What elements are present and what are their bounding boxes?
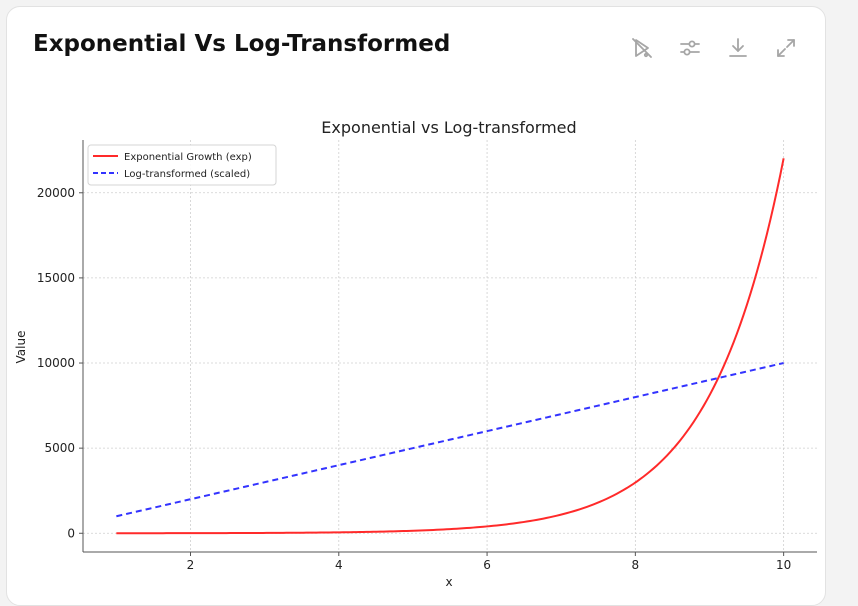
customize-button[interactable] <box>675 33 705 63</box>
chart-title: Exponential vs Log-transformed <box>321 118 576 137</box>
x-tick-label: 4 <box>335 558 343 572</box>
y-tick-label: 0 <box>67 526 75 540</box>
expand-icon <box>777 39 795 57</box>
series-line-exponential <box>116 158 785 535</box>
x-tick-label: 6 <box>483 558 491 572</box>
y-axis-label: Value <box>14 331 28 364</box>
sliders-icon <box>680 40 700 56</box>
chart-toolbar <box>627 33 801 63</box>
expand-button[interactable] <box>771 33 801 63</box>
x-tick-label: 10 <box>776 558 791 572</box>
legend-label: Log-transformed (scaled) <box>124 169 250 180</box>
y-tick-label: 15000 <box>37 271 75 285</box>
legend-label: Exponential Growth (exp) <box>124 152 252 163</box>
axes: 2 4 6 8 10 0 5000 10000 15000 20000 <box>37 140 817 572</box>
x-tick-label: 2 <box>187 558 195 572</box>
x-tick-label: 8 <box>632 558 640 572</box>
card-title: Exponential Vs Log-Transformed <box>33 31 451 57</box>
download-button[interactable] <box>723 33 753 63</box>
interactive-toggle-button[interactable] <box>627 33 657 63</box>
grid <box>83 140 817 552</box>
y-tick-label: 20000 <box>37 186 75 200</box>
chart-card: Exponential Vs Log-Transformed <box>6 6 826 606</box>
series-group <box>116 158 785 535</box>
sparkle-slash-icon <box>632 38 652 58</box>
x-axis-label: x <box>445 575 452 589</box>
download-icon <box>729 38 747 57</box>
legend-box <box>87 144 277 186</box>
y-tick-label: 5000 <box>44 441 75 455</box>
y-tick-label: 10000 <box>37 356 75 370</box>
legend: Exponential Growth (exp) Log-transformed … <box>87 144 277 186</box>
series-line-log-transformed <box>116 362 784 518</box>
